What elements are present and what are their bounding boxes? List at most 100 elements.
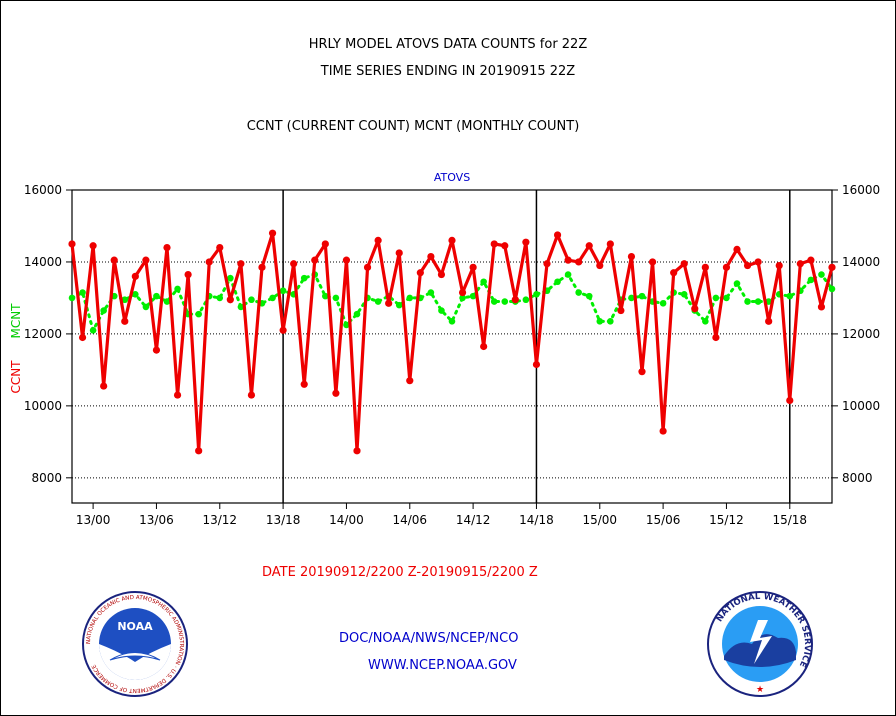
data-point-mcnt [564, 271, 572, 278]
data-point-mcnt [744, 298, 751, 305]
data-point-ccnt [342, 256, 351, 264]
data-point-mcnt [216, 294, 224, 302]
data-point-ccnt [78, 333, 87, 342]
y-tick-label-right: 14000 [842, 255, 880, 269]
x-tick-label: 14/18 [519, 513, 554, 527]
data-point-mcnt [807, 276, 815, 284]
data-point-mcnt [142, 303, 150, 311]
data-point-mcnt [712, 294, 720, 302]
y-tick-label-right: 8000 [842, 471, 873, 485]
data-point-mcnt [723, 294, 730, 302]
data-point-ccnt [300, 380, 308, 388]
x-tick-label: 15/18 [772, 513, 807, 527]
x-tick-label: 14/06 [392, 513, 427, 527]
y-tick-label-left: 10000 [24, 399, 62, 413]
data-point-ccnt [712, 333, 720, 342]
data-point-mcnt [174, 285, 181, 293]
data-point-ccnt [406, 377, 414, 385]
data-point-ccnt [311, 256, 319, 264]
data-point-ccnt [553, 231, 562, 239]
data-point-ccnt [258, 263, 266, 271]
x-tick-label: 13/06 [139, 513, 174, 527]
y-tick-label-right: 12000 [842, 327, 880, 341]
plot-area-border [71, 189, 833, 504]
y-tick-label-left: 8000 [31, 471, 62, 485]
data-point-mcnt [353, 310, 361, 318]
data-point-ccnt [121, 317, 129, 325]
noaa-logo: NOAA NATIONAL OCEANIC AND ATMOSPHERIC AD… [82, 591, 188, 697]
data-point-ccnt [226, 296, 234, 304]
data-point-ccnt [490, 240, 498, 248]
data-point-ccnt [786, 396, 794, 405]
data-point-mcnt [132, 291, 139, 298]
data-point-ccnt [543, 260, 551, 268]
data-point-mcnt [427, 289, 435, 296]
data-point-mcnt [638, 292, 646, 300]
x-tick-label: 14/00 [329, 513, 364, 527]
data-point-ccnt [321, 240, 329, 248]
data-point-mcnt [79, 289, 86, 296]
data-point-ccnt [627, 252, 636, 261]
data-point-ccnt [606, 240, 614, 248]
data-point-ccnt [691, 305, 699, 313]
data-point-ccnt [89, 242, 97, 250]
chart-title-line-1: HRLY MODEL ATOVS DATA COUNTS for 22Z [308, 37, 588, 52]
data-point-ccnt [427, 252, 435, 261]
data-point-ccnt [184, 270, 192, 279]
data-point-ccnt [765, 317, 773, 325]
noaa-logo-text: NOAA [117, 620, 153, 633]
y-tick-label-left: 12000 [24, 327, 62, 341]
data-point-mcnt [818, 271, 825, 278]
data-point-ccnt [458, 288, 467, 297]
x-tick-label: 14/12 [456, 513, 491, 527]
nws-logo: NATIONAL WEATHER SERVICE ★ [707, 591, 813, 697]
data-point-mcnt [680, 291, 688, 298]
data-point-ccnt [247, 391, 256, 399]
data-point-ccnt [680, 260, 688, 268]
data-point-mcnt [68, 294, 76, 302]
data-point-mcnt [237, 303, 245, 311]
data-point-ccnt [395, 249, 403, 257]
data-point-mcnt [585, 292, 593, 300]
data-point-ccnt [100, 382, 108, 390]
data-point-mcnt [374, 298, 382, 305]
data-point-ccnt [754, 258, 762, 266]
data-point-ccnt [142, 256, 150, 264]
data-point-ccnt [332, 389, 340, 397]
data-point-mcnt [300, 274, 308, 282]
data-point-ccnt [701, 263, 709, 271]
data-point-mcnt [733, 280, 741, 287]
data-point-ccnt [722, 263, 731, 271]
star-icon: ★ [756, 685, 764, 695]
data-point-mcnt [279, 287, 287, 295]
data-point-ccnt [237, 260, 245, 268]
panel-title: ATOVS [433, 171, 471, 184]
data-point-ccnt [648, 258, 657, 266]
x-tick-label: 13/12 [202, 513, 237, 527]
data-point-mcnt [343, 321, 350, 329]
x-tick-label: 15/00 [582, 513, 617, 527]
data-point-ccnt [353, 447, 361, 455]
data-point-mcnt [195, 310, 202, 318]
data-point-mcnt [406, 294, 414, 302]
data-point-mcnt [269, 294, 276, 302]
data-point-ccnt [110, 256, 118, 264]
data-point-ccnt [807, 256, 815, 264]
x-tick-label: 15/12 [709, 513, 744, 527]
data-point-mcnt [490, 298, 498, 305]
data-point-mcnt [248, 296, 255, 304]
data-point-mcnt [448, 318, 456, 325]
data-point-ccnt [733, 245, 741, 253]
footer-website-link[interactable]: WWW.NCEP.NOAA.GOV [368, 658, 517, 673]
data-point-mcnt [395, 301, 403, 309]
data-point-ccnt [416, 269, 424, 277]
data-point-mcnt [554, 278, 561, 286]
data-point-ccnt [564, 256, 572, 264]
data-point-mcnt [459, 294, 466, 302]
data-point-mcnt [533, 291, 540, 298]
x-tick-label: 13/18 [266, 513, 301, 527]
data-point-mcnt [227, 274, 234, 282]
series-layer [68, 229, 836, 455]
data-point-ccnt [638, 368, 646, 376]
